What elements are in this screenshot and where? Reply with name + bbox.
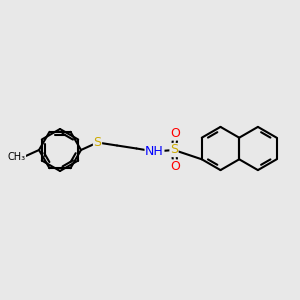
Text: S: S bbox=[170, 143, 178, 157]
Text: O: O bbox=[171, 127, 180, 140]
Text: NH: NH bbox=[145, 145, 164, 158]
Text: O: O bbox=[171, 160, 180, 173]
Text: CH₃: CH₃ bbox=[8, 152, 26, 163]
Text: S: S bbox=[94, 136, 101, 149]
